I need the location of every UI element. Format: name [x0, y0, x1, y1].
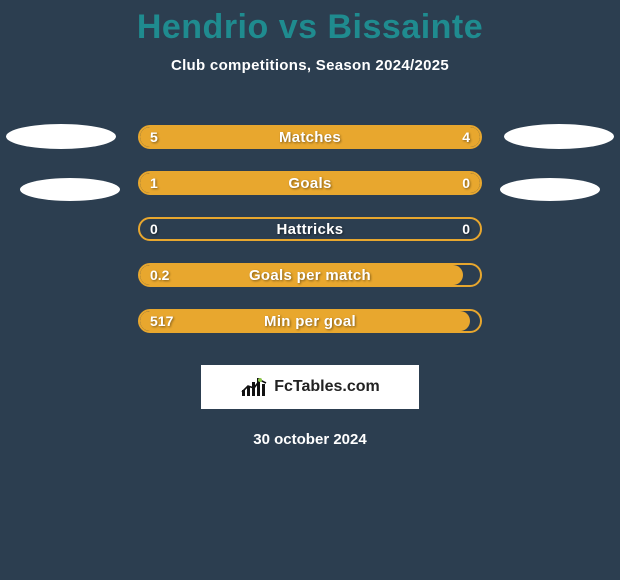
date-text: 30 october 2024 — [0, 431, 620, 448]
player-badge-left — [6, 124, 116, 149]
subtitle: Club competitions, Season 2024/2025 — [0, 57, 620, 74]
stat-bar-fill-right — [402, 173, 480, 193]
stat-bar-fill-left — [140, 127, 329, 147]
brand-plate: FcTables.com — [201, 365, 419, 409]
stat-bar-fill-left — [140, 173, 402, 193]
stat-bar-fill-left — [140, 311, 470, 331]
player-badge-right — [504, 124, 614, 149]
comparison-card: Hendrio vs Bissainte Club competitions, … — [0, 0, 620, 580]
brand-text: FcTables.com — [274, 378, 380, 396]
player-badge-left — [20, 178, 120, 201]
page-title: Hendrio vs Bissainte — [0, 0, 620, 57]
stat-bar — [138, 125, 482, 149]
brand-logo-icon — [240, 376, 268, 398]
stat-bar — [138, 171, 482, 195]
player-badge-right — [500, 178, 600, 201]
stat-bar — [138, 309, 482, 333]
stat-bar — [138, 263, 482, 287]
stat-bar — [138, 217, 482, 241]
stat-bar-fill-left — [140, 265, 463, 285]
stat-bar-fill-right — [329, 127, 480, 147]
